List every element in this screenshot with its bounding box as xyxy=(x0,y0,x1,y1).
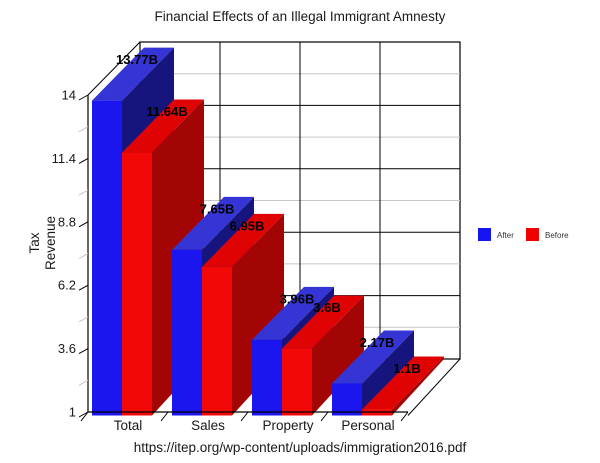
value-label-after-total: 13.77B xyxy=(116,52,158,67)
bar-top-after-total xyxy=(92,47,174,101)
category-label-total: Total xyxy=(114,418,143,433)
value-label-after-property: 3.96B xyxy=(280,291,315,306)
y-tick-label: 14 xyxy=(62,88,76,103)
floor-edge-right xyxy=(407,358,461,416)
legend: After Before xyxy=(478,228,569,241)
source-url: https://itep.org/wp-content/uploads/immi… xyxy=(134,440,467,455)
y-tick xyxy=(78,157,89,164)
y-tick-label: 6.2 xyxy=(58,278,76,293)
y-minor-tick xyxy=(78,189,89,196)
x-tick xyxy=(80,411,89,422)
bar-front-before-sales xyxy=(202,266,232,416)
y-tick-label: 1 xyxy=(69,405,76,420)
y-tick-label: 3.6 xyxy=(58,341,76,356)
bar-top-after-personal xyxy=(332,330,414,384)
y-tick-label: 11.4 xyxy=(52,151,76,166)
bar-top-before-total xyxy=(122,99,204,153)
value-label-before-sales: 6.95B xyxy=(230,218,265,233)
x-tick xyxy=(240,411,249,422)
y-minor-tick xyxy=(78,253,89,259)
value-label-before-property: 3.6B xyxy=(313,300,340,315)
bar-front-before-property xyxy=(282,348,312,416)
y-tick xyxy=(78,348,89,355)
value-label-before-personal: 1.1B xyxy=(393,361,420,376)
legend-label-after: After xyxy=(497,231,514,240)
bar-front-after-sales xyxy=(172,249,202,416)
bar-top-before-sales xyxy=(202,213,284,267)
bar-front-before-total xyxy=(122,152,152,416)
legend-label-before: Before xyxy=(545,231,569,240)
y-tick xyxy=(78,221,89,228)
bar-top-after-property xyxy=(252,286,334,340)
value-label-after-sales: 7.65B xyxy=(200,201,235,216)
bar-front-after-total xyxy=(92,100,122,416)
y-axis-title: Tax Revenue xyxy=(27,216,58,270)
x-tick xyxy=(320,411,329,422)
y-axis-title-line-2: Revenue xyxy=(43,216,58,270)
bar-top-before-property xyxy=(282,295,364,349)
bar-side-before-personal xyxy=(392,356,444,416)
y-tick xyxy=(78,284,89,291)
y-tick xyxy=(78,411,89,418)
y-tick-label: 8.8 xyxy=(58,214,76,229)
y-axis-title-line-1: Tax xyxy=(27,232,42,253)
bar-front-after-property xyxy=(252,339,282,416)
bar-front-after-personal xyxy=(332,383,362,416)
value-label-after-personal: 2.17B xyxy=(360,335,395,350)
chart-title: Financial Effects of an Illegal Immigran… xyxy=(155,9,446,24)
y-minor-tick xyxy=(78,316,89,323)
depth-edge-top-left xyxy=(87,41,141,96)
x-tick xyxy=(400,411,409,422)
x-tick xyxy=(160,411,169,422)
legend-swatch-after xyxy=(478,228,491,241)
bar-top-before-personal xyxy=(362,356,444,410)
bar-side-after-personal xyxy=(362,330,414,416)
bar-top-after-sales xyxy=(172,196,254,250)
y-tick xyxy=(78,94,89,101)
chart-plot-area: 1 3.6 6.2 8.8 11.4 14 Total Sales Property Person… xyxy=(52,41,461,433)
value-label-before-total: 11.64B xyxy=(146,104,187,119)
category-label-property: Property xyxy=(262,418,313,433)
category-label-personal: Personal xyxy=(341,418,394,433)
y-minor-tick xyxy=(78,379,89,386)
legend-swatch-before xyxy=(526,228,539,241)
category-label-sales: Sales xyxy=(191,418,225,433)
bar-side-before-property xyxy=(312,295,364,416)
y-minor-tick xyxy=(78,126,89,133)
